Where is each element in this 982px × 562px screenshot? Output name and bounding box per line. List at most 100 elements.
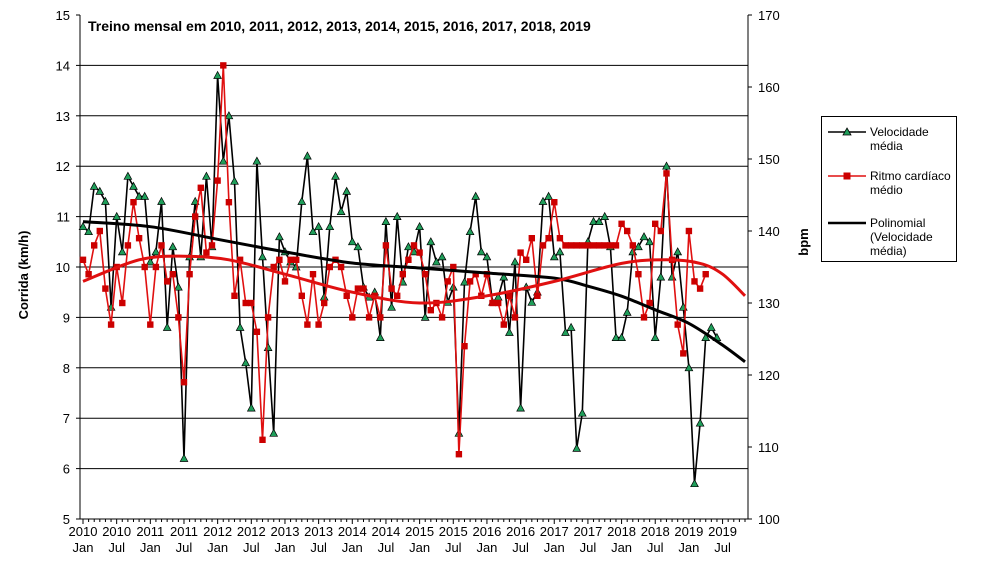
data-point-ritmo-card-aco-m-dio bbox=[506, 292, 513, 299]
x-tick-month: Jul bbox=[580, 540, 597, 555]
data-point-ritmo-card-aco-m-dio bbox=[584, 242, 592, 249]
data-point-ritmo-card-aco-m-dio bbox=[405, 256, 412, 263]
x-tick-month: Jul bbox=[512, 540, 529, 555]
data-point-velocidade-m-dia bbox=[168, 242, 178, 251]
data-point-ritmo-card-aco-m-dio bbox=[91, 242, 98, 249]
data-point-ritmo-card-aco-m-dio bbox=[79, 256, 87, 263]
data-point-ritmo-card-aco-m-dio bbox=[130, 199, 137, 206]
data-point-velocidade-m-dia bbox=[622, 307, 632, 316]
data-point-ritmo-card-aco-m-dio bbox=[399, 271, 406, 278]
data-point-ritmo-card-aco-m-dio bbox=[343, 292, 350, 299]
data-point-ritmo-card-aco-m-dio bbox=[657, 227, 664, 235]
data-point-velocidade-m-dia bbox=[510, 257, 520, 266]
data-point-ritmo-card-aco-m-dio bbox=[466, 278, 474, 285]
data-point-velocidade-m-dia bbox=[656, 272, 666, 281]
data-point-velocidade-m-dia bbox=[460, 277, 469, 286]
data-point-velocidade-m-dia bbox=[308, 226, 318, 236]
data-point-ritmo-card-aco-m-dio bbox=[534, 292, 541, 299]
x-tick-year: 2015 bbox=[439, 524, 468, 539]
data-point-ritmo-card-aco-m-dio bbox=[180, 379, 188, 386]
data-point-ritmo-card-aco-m-dio bbox=[96, 227, 103, 235]
data-point-velocidade-m-dia bbox=[179, 453, 189, 462]
data-point-ritmo-card-aco-m-dio bbox=[663, 170, 670, 177]
data-point-ritmo-card-aco-m-dio bbox=[270, 263, 277, 271]
data-point-velocidade-m-dia bbox=[224, 111, 234, 120]
data-point-velocidade-m-dia bbox=[650, 332, 660, 341]
data-point-ritmo-card-aco-m-dio bbox=[539, 242, 547, 249]
data-point-velocidade-m-dia bbox=[213, 70, 222, 79]
y-right-tick-label: 120 bbox=[758, 368, 780, 383]
y-right-tick-label: 160 bbox=[758, 80, 780, 95]
data-point-velocidade-m-dia bbox=[202, 171, 211, 180]
x-tick-year: 2015 bbox=[405, 524, 434, 539]
legend-label-poly: Polinomial (Velocidade média) bbox=[870, 216, 933, 258]
data-point-ritmo-card-aco-m-dio bbox=[394, 292, 401, 299]
y-right-tick-label: 110 bbox=[758, 440, 779, 455]
data-point-velocidade-m-dia bbox=[392, 211, 402, 220]
data-point-ritmo-card-aco-m-dio bbox=[422, 271, 429, 278]
data-point-ritmo-card-aco-m-dio bbox=[293, 256, 300, 263]
data-point-velocidade-m-dia bbox=[684, 363, 694, 372]
x-tick-year: 2016 bbox=[472, 524, 501, 539]
y-left-tick-label: 15 bbox=[56, 8, 70, 23]
data-point-velocidade-m-dia bbox=[482, 252, 492, 261]
data-point-velocidade-m-dia bbox=[162, 322, 172, 331]
data-point-velocidade-m-dia bbox=[331, 171, 340, 180]
x-tick-month: Jan bbox=[342, 540, 363, 555]
data-point-ritmo-card-aco-m-dio bbox=[500, 321, 507, 328]
data-point-ritmo-card-aco-m-dio bbox=[169, 271, 176, 278]
y-left-tick-label: 10 bbox=[56, 260, 70, 275]
data-point-ritmo-card-aco-m-dio bbox=[579, 242, 586, 249]
y-right-tick-label: 150 bbox=[758, 152, 780, 167]
data-point-velocidade-m-dia bbox=[84, 226, 93, 236]
x-tick-year: 2018 bbox=[641, 524, 670, 539]
data-point-velocidade-m-dia bbox=[645, 237, 654, 246]
data-point-ritmo-card-aco-m-dio bbox=[197, 184, 204, 191]
data-point-ritmo-card-aco-m-dio bbox=[225, 199, 233, 206]
x-tick-month: Jul bbox=[714, 540, 731, 555]
data-point-velocidade-m-dia bbox=[381, 216, 391, 225]
data-point-ritmo-card-aco-m-dio bbox=[410, 242, 418, 249]
data-point-velocidade-m-dia bbox=[174, 282, 183, 291]
series-line-velocidade-m-dia bbox=[82, 75, 718, 484]
data-point-ritmo-card-aco-m-dio bbox=[231, 292, 238, 299]
data-point-velocidade-m-dia bbox=[297, 196, 307, 205]
x-tick-month: Jul bbox=[310, 540, 327, 555]
data-point-velocidade-m-dia bbox=[476, 247, 486, 256]
data-point-velocidade-m-dia bbox=[353, 242, 363, 251]
data-point-velocidade-m-dia bbox=[375, 332, 385, 341]
data-point-ritmo-card-aco-m-dio bbox=[377, 314, 384, 321]
data-point-velocidade-m-dia bbox=[690, 478, 699, 488]
series-group bbox=[78, 62, 747, 488]
data-point-velocidade-m-dia bbox=[325, 221, 335, 231]
data-point-ritmo-card-aco-m-dio bbox=[164, 278, 171, 285]
data-point-ritmo-card-aco-m-dio bbox=[321, 299, 328, 307]
legend-label-heart: Ritmo cardíaco médio bbox=[870, 169, 951, 197]
data-point-velocidade-m-dia bbox=[101, 196, 110, 205]
data-point-ritmo-card-aco-m-dio bbox=[236, 256, 244, 263]
data-point-velocidade-m-dia bbox=[404, 242, 413, 251]
x-tick-month: Jul bbox=[176, 540, 193, 555]
data-point-ritmo-card-aco-m-dio bbox=[702, 271, 709, 278]
data-point-ritmo-card-aco-m-dio bbox=[203, 249, 210, 256]
data-point-ritmo-card-aco-m-dio bbox=[652, 220, 659, 227]
data-point-ritmo-card-aco-m-dio bbox=[349, 314, 356, 321]
x-tick-year: 2013 bbox=[271, 524, 300, 539]
x-tick-month: Jul bbox=[445, 540, 462, 555]
x-tick-year: 2013 bbox=[304, 524, 333, 539]
x-tick-year: 2018 bbox=[607, 524, 636, 539]
data-point-velocidade-m-dia bbox=[269, 428, 279, 437]
data-point-ritmo-card-aco-m-dio bbox=[489, 299, 496, 307]
data-point-velocidade-m-dia bbox=[667, 272, 677, 281]
data-point-ritmo-card-aco-m-dio bbox=[601, 242, 608, 249]
y-axis-left-ticks: 5 6 7 8 9 10 11 12 13 14 15 bbox=[56, 8, 80, 527]
y-left-tick-label: 11 bbox=[57, 210, 71, 225]
data-point-ritmo-card-aco-m-dio bbox=[517, 249, 524, 256]
series-line-polinomial-ritmo-card-aco-m-dio bbox=[82, 254, 747, 305]
x-tick-year: 2011 bbox=[136, 524, 164, 539]
x-tick-year: 2017 bbox=[573, 524, 602, 539]
y-left-tick-label: 5 bbox=[63, 512, 70, 527]
data-point-velocidade-m-dia bbox=[252, 156, 262, 165]
data-point-velocidade-m-dia bbox=[695, 418, 705, 427]
x-tick-year: 2019 bbox=[708, 524, 737, 539]
